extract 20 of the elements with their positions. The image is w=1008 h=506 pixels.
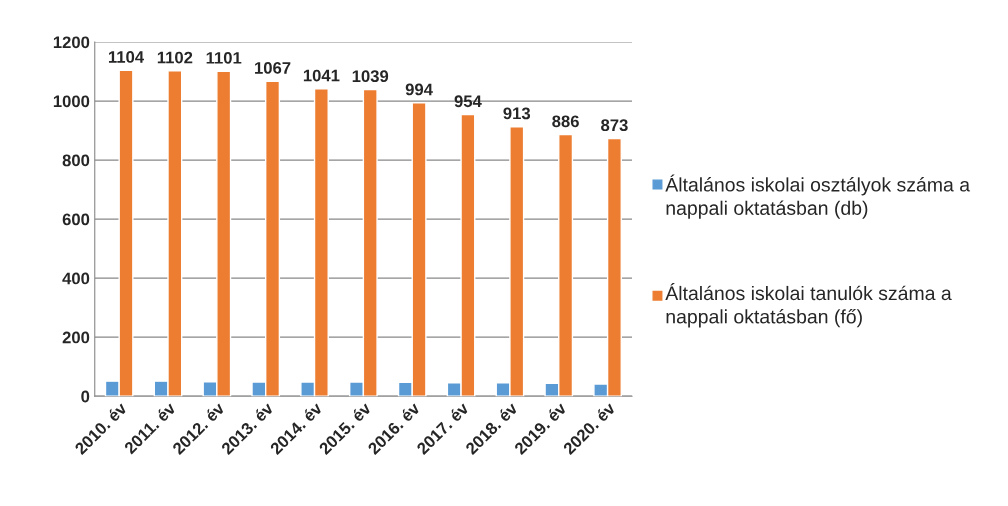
legend-label: Általános iskolai osztályok száma a nappali oktatásban (db) [665,174,971,219]
data-label: 1067 [255,61,291,74]
data-label: 873 [601,119,628,132]
data-label: 913 [503,107,531,120]
y-tick-label: 400 [62,272,90,285]
data-label: 1039 [352,70,389,83]
legend-label: Általános iskolai tanulók száma a nappali oktatásban (fő) [665,283,952,328]
y-tick-label: 800 [62,154,90,167]
data-label: 1102 [157,51,193,64]
data-label: 994 [405,83,433,96]
y-tick-label: 0 [81,390,90,403]
data-label: 954 [454,95,482,108]
y-tick-label: 600 [62,213,90,226]
data-label: 1041 [303,69,340,82]
y-tick-label: 1000 [53,95,90,108]
y-tick-label: 200 [62,331,90,344]
data-label: 1101 [206,51,242,64]
y-tick-label: 1200 [53,36,90,49]
data-label: 1104 [108,51,144,63]
data-label: 886 [552,115,579,128]
